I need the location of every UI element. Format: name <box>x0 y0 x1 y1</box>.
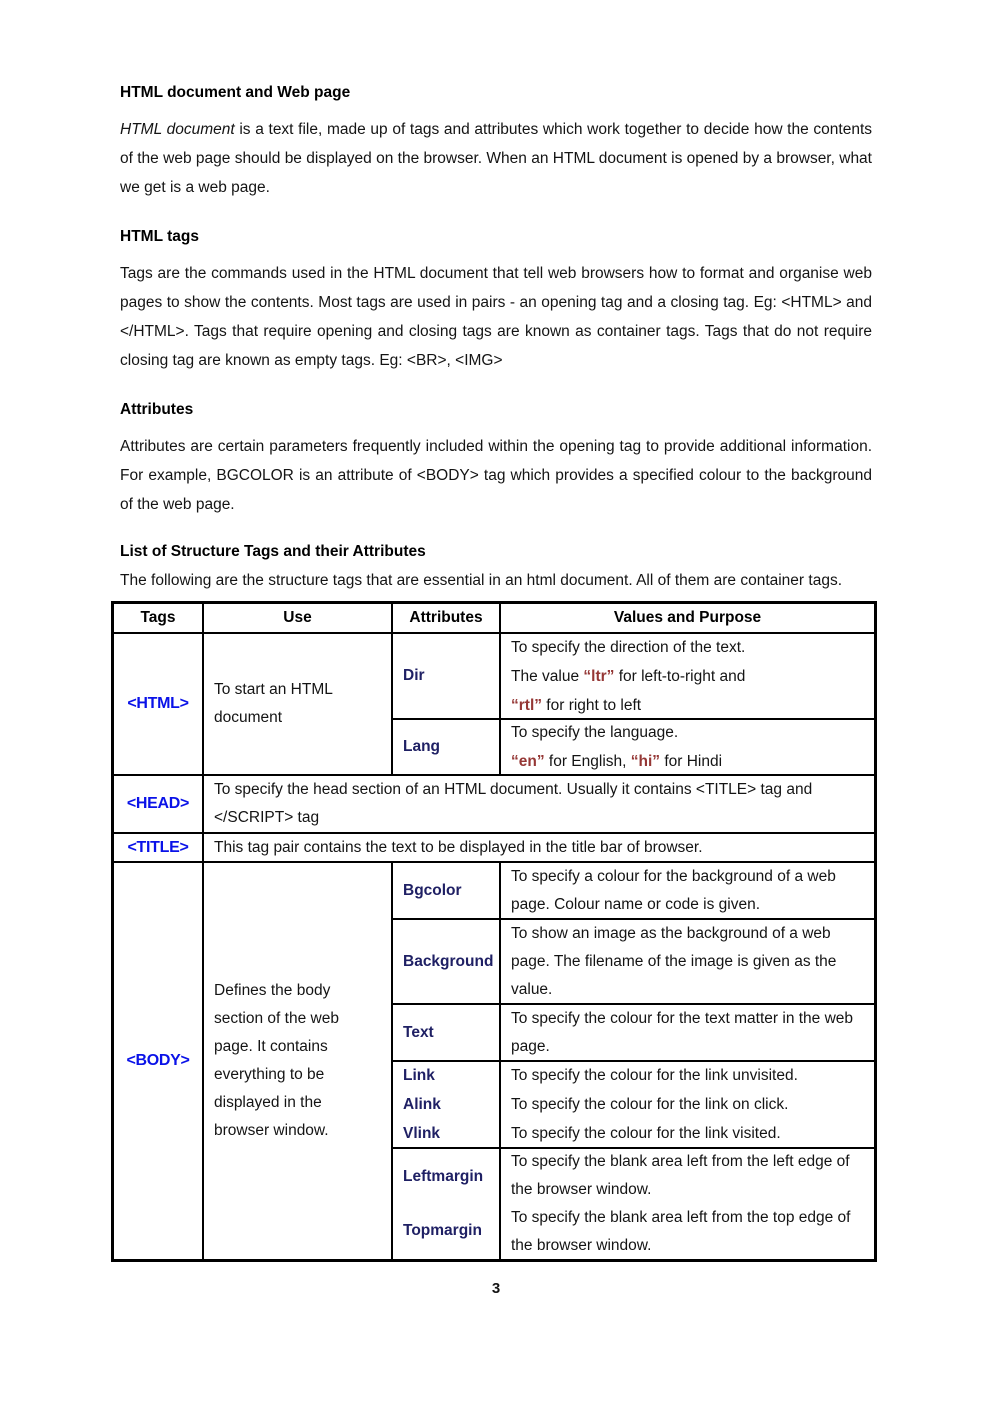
lang-value-hi: “hi” <box>630 753 661 770</box>
section-heading-structure-tags-list: List of Structure Tags and their Attribu… <box>120 543 426 560</box>
tag-cell-head: <HEAD> <box>114 776 204 834</box>
value-cell-links: To specify the colour for the link unvis… <box>501 1062 874 1149</box>
value-cell-lang: To specify the language. “en” for Englis… <box>501 720 874 776</box>
structure-tags-table: Tags Use Attributes Values and Purpose <… <box>111 601 877 1262</box>
lang-value-en: “en” <box>511 753 545 770</box>
paragraph-html-document: HTML document is a text file, made up of… <box>120 115 872 202</box>
section-heading-html-document: HTML document and Web page <box>120 84 351 101</box>
attribute-alink: Alink <box>403 1096 441 1113</box>
paragraph-structure-tags-intro: The following are the structure tags tha… <box>120 572 842 589</box>
value-link-unvisited: To specify the colour for the link unvis… <box>511 1067 798 1084</box>
column-header-attributes: Attributes <box>393 604 501 634</box>
lang-line2-text: for English, <box>544 753 631 770</box>
column-header-use: Use <box>204 604 393 634</box>
dir-value-rtl: “rtl” <box>511 696 542 714</box>
value-cell-text: To specify the colour for the text matte… <box>501 1005 874 1062</box>
attribute-cell-links: Link Alink Vlink <box>393 1062 501 1149</box>
column-header-tags: Tags <box>114 604 204 634</box>
attribute-cell-dir: Dir <box>393 634 501 720</box>
value-topmargin: To specify the blank area left from the … <box>511 1209 851 1254</box>
value-cell-background: To show an image as the background of a … <box>501 920 874 1005</box>
dir-value-line1: To specify the direction of the text. <box>511 638 746 656</box>
section-heading-attributes: Attributes <box>120 401 194 418</box>
tag-cell-body: <BODY> <box>114 863 204 1259</box>
paragraph-text: is a text file, made up of tags and attr… <box>120 121 872 196</box>
lang-value-line2: “en” for English, “hi” for Hindi <box>511 747 864 776</box>
value-link-visited: To specify the colour for the link visit… <box>511 1125 781 1142</box>
value-cell-bgcolor: To specify a colour for the background o… <box>501 863 874 920</box>
dir-line2-text: The value <box>511 667 584 685</box>
use-cell-html: To start an HTML document <box>204 634 393 776</box>
dir-line2-tail: for left-to-right and <box>614 667 746 685</box>
dir-value-line2: The value “ltr” for left-to-right and <box>511 662 864 691</box>
attribute-cell-margins: Leftmargin Topmargin <box>393 1149 501 1259</box>
value-cell-dir: To specify the direction of the text. Th… <box>501 634 874 720</box>
attribute-cell-bgcolor: Bgcolor <box>393 863 501 920</box>
attribute-leftmargin: Leftmargin <box>403 1168 484 1185</box>
section-heading-html-tags: HTML tags <box>120 228 199 245</box>
value-cell-margins: To specify the blank area left from the … <box>501 1149 874 1259</box>
page-number: 3 <box>491 1280 501 1297</box>
attribute-cell-background: Background <box>393 920 501 1005</box>
value-leftmargin: To specify the blank area left from the … <box>511 1153 850 1198</box>
attribute-cell-lang: Lang <box>393 720 501 776</box>
dir-value-ltr: “ltr” <box>583 667 615 685</box>
lang-line2-tail: for Hindi <box>660 753 723 770</box>
dir-value-line3: “rtl” for right to left <box>511 691 864 720</box>
value-link-on-click: To specify the colour for the link on cl… <box>511 1096 789 1113</box>
attribute-topmargin: Topmargin <box>403 1222 482 1239</box>
paragraph-attributes: Attributes are certain parameters freque… <box>120 438 872 513</box>
lang-value-line1: To specify the language. <box>511 724 679 741</box>
attribute-cell-text: Text <box>393 1005 501 1062</box>
use-cell-body: Defines the body section of the web page… <box>204 863 393 1259</box>
attribute-link: Link <box>403 1067 435 1084</box>
dir-line3-tail: for right to left <box>542 696 642 714</box>
description-cell-title: This tag pair contains the text to be di… <box>204 834 874 863</box>
column-header-values-purpose: Values and Purpose <box>501 604 874 634</box>
paragraph-html-tags: Tags are the commands used in the HTML d… <box>120 265 872 369</box>
tag-cell-title: <TITLE> <box>114 834 204 863</box>
description-cell-head: To specify the head section of an HTML d… <box>204 776 874 834</box>
italic-lead-text: HTML document <box>120 121 235 138</box>
attribute-vlink: Vlink <box>403 1125 441 1142</box>
tag-cell-html: <HTML> <box>114 634 204 776</box>
